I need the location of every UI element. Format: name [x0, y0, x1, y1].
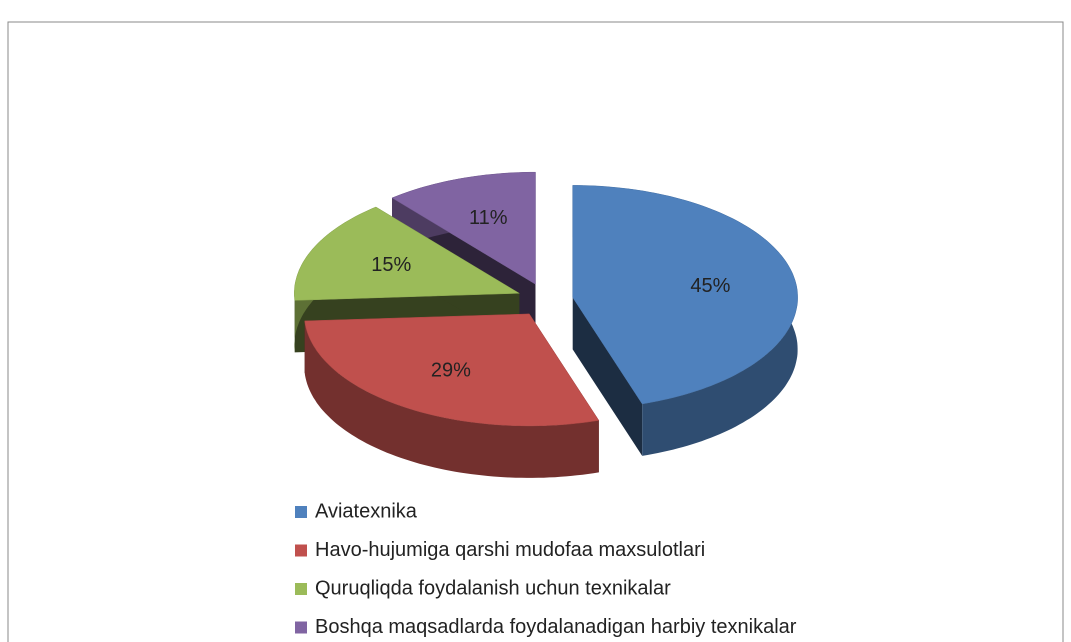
legend-swatch	[295, 621, 307, 634]
slice-wall	[304, 320, 599, 478]
slice	[391, 171, 536, 285]
slice	[304, 313, 600, 427]
slice	[572, 185, 798, 405]
slice	[294, 206, 521, 301]
slice-side	[572, 297, 643, 456]
legend-label: Havo-hujumiga qarshi mudofaa maxsulotlar…	[315, 539, 705, 561]
legend-label: Quruqliqda foydalanish uchun texnikalar	[315, 577, 671, 599]
legend-label: Boshqa maqsadlarda foydalanadigan harbiy…	[315, 616, 797, 638]
legend-swatch	[295, 544, 307, 557]
data-label: 15%	[371, 254, 411, 276]
legend-swatch	[295, 583, 307, 595]
data-label: 29%	[431, 360, 471, 382]
data-label: 45%	[690, 275, 730, 297]
legend-swatch	[295, 506, 307, 518]
legend-label: Aviatexnika	[315, 500, 418, 522]
data-label: 11%	[469, 207, 508, 229]
